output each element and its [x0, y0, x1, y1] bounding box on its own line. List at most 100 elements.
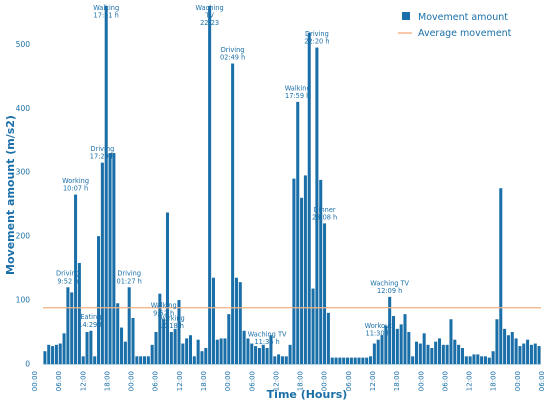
- legend-swatch-bars: [402, 12, 410, 20]
- bar: [338, 357, 342, 364]
- bar: [135, 356, 139, 364]
- annotation-label: 02:49 h: [220, 54, 245, 62]
- annotation-label: Dinner: [314, 206, 336, 214]
- bar: [307, 32, 311, 364]
- annotation-label: Eating: [80, 313, 101, 321]
- bar: [506, 335, 510, 364]
- bar: [414, 341, 419, 365]
- bar: [277, 354, 281, 364]
- bar: [261, 344, 265, 364]
- bar: [116, 303, 120, 364]
- bar: [330, 357, 334, 364]
- bar: [74, 194, 78, 364]
- annotation-label: Driving: [56, 270, 80, 278]
- x-tick-label: 00:00: [321, 371, 329, 391]
- bar: [123, 341, 127, 365]
- bar: [315, 47, 319, 365]
- legend: Movement amount Average movement: [398, 12, 512, 39]
- bar: [158, 293, 162, 364]
- x-tick-label: 18:00: [297, 371, 305, 391]
- bar: [242, 330, 246, 364]
- annotation-label: Waching TV: [370, 279, 409, 287]
- bar: [533, 343, 537, 364]
- bar: [204, 348, 208, 364]
- bar: [365, 357, 369, 364]
- annotation-label: Walking: [285, 84, 311, 92]
- bar: [93, 356, 97, 364]
- y-axis-ticks: 0 100 200 300 400 500: [16, 40, 31, 369]
- bar: [165, 212, 170, 364]
- bar: [188, 335, 192, 364]
- bar: [407, 332, 411, 364]
- bar: [487, 357, 491, 364]
- bar: [529, 344, 533, 364]
- bar: [273, 356, 277, 364]
- x-tick-label: 00:00: [128, 371, 136, 391]
- annotation-label: Waching TV: [248, 330, 287, 338]
- bar: [47, 344, 51, 364]
- bar: [62, 333, 66, 364]
- bar: [449, 319, 453, 364]
- bar: [334, 357, 338, 364]
- bar: [51, 346, 55, 364]
- annotation-label: Driving: [305, 30, 329, 38]
- bar: [231, 63, 235, 364]
- x-axis-title: Time (Hours): [267, 388, 348, 401]
- bar-series: [43, 6, 541, 365]
- bar: [303, 175, 307, 364]
- bar: [437, 338, 441, 364]
- bar: [173, 328, 177, 364]
- bar: [108, 153, 112, 364]
- bar: [430, 348, 434, 364]
- bar: [269, 335, 273, 364]
- bar: [54, 344, 58, 364]
- bar: [472, 354, 476, 364]
- bar: [265, 348, 269, 364]
- bar: [200, 351, 204, 364]
- bar: [441, 344, 445, 364]
- bar: [162, 319, 166, 364]
- bar: [514, 338, 518, 364]
- bar: [112, 153, 116, 364]
- annotation-label: 10:18 h: [159, 322, 184, 330]
- bar: [238, 282, 242, 364]
- x-tick-label: 00:00: [514, 371, 522, 391]
- bar: [97, 236, 101, 364]
- x-tick-label: 12:00: [79, 371, 87, 391]
- bar: [81, 356, 85, 364]
- bar: [376, 339, 380, 364]
- y-tick-label: 400: [16, 104, 31, 113]
- x-tick-label: 00:00: [224, 371, 232, 391]
- x-tick-label: 06:00: [55, 371, 63, 391]
- bar: [131, 317, 135, 364]
- bar: [491, 351, 495, 364]
- bar: [522, 343, 526, 364]
- x-tick-label: 12:00: [466, 371, 474, 391]
- bar: [399, 324, 403, 364]
- bar: [380, 335, 384, 364]
- bar: [150, 344, 154, 364]
- x-axis-ticks: 00:00 06:00 12:00 18:00 00:00 06:00 12:00 18:00…: [31, 371, 546, 391]
- x-tick-label: 12:00: [176, 371, 184, 391]
- x-tick-label: 12:00: [272, 371, 280, 391]
- bar: [192, 356, 196, 364]
- bar: [185, 338, 189, 364]
- bar: [288, 344, 292, 364]
- bar: [143, 356, 147, 364]
- bar: [319, 179, 323, 364]
- bar: [85, 332, 89, 364]
- bar: [177, 300, 181, 364]
- bar: [254, 346, 258, 364]
- x-tick-label: 06:00: [538, 371, 546, 391]
- bar: [77, 262, 81, 364]
- bar: [480, 356, 484, 364]
- annotation-label: Walking: [93, 4, 119, 12]
- bar: [89, 330, 93, 364]
- bar: [468, 356, 472, 364]
- bar: [120, 327, 124, 364]
- bar: [250, 343, 254, 364]
- bar: [464, 356, 468, 364]
- bar: [369, 356, 373, 364]
- bar: [453, 339, 457, 364]
